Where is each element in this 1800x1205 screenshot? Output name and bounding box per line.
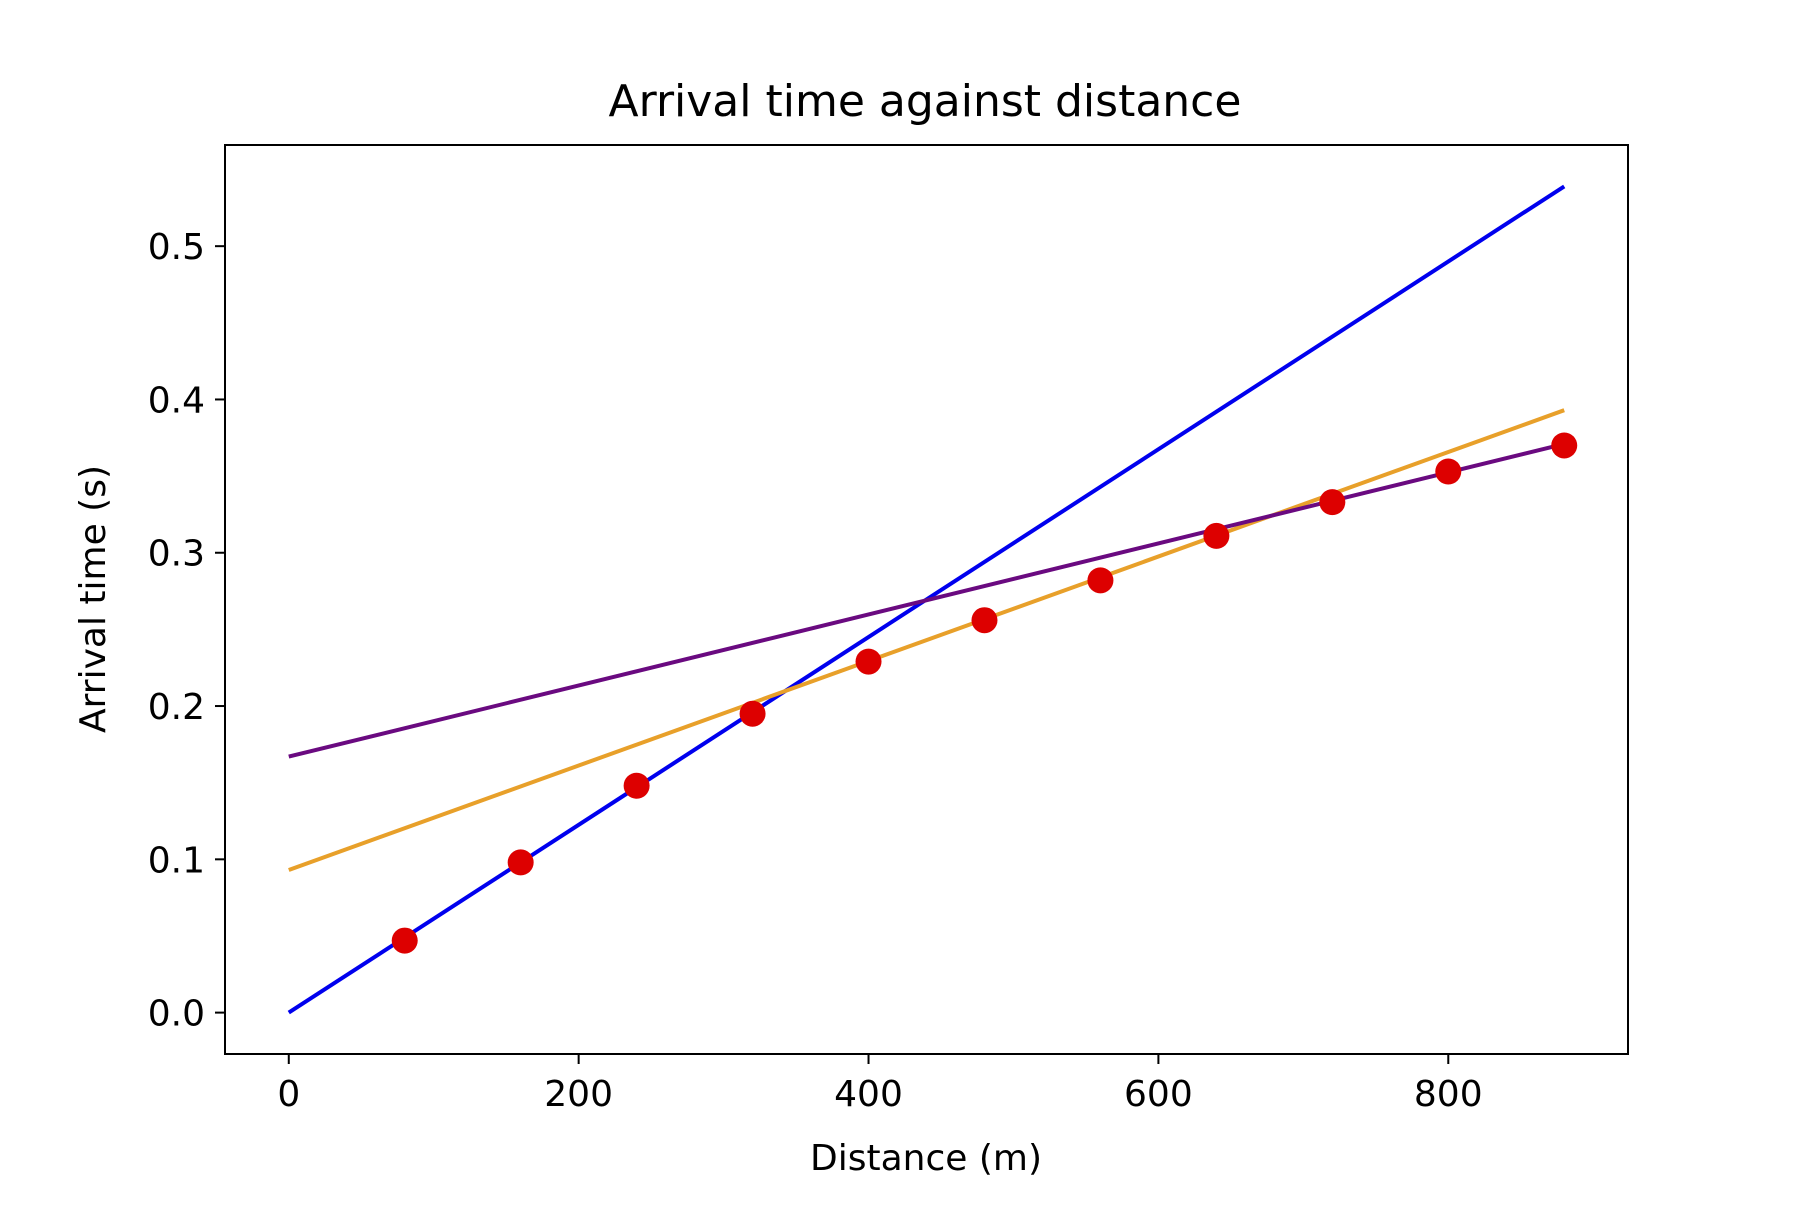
y-tick-label: 0.5 bbox=[148, 227, 205, 268]
x-tick-label: 200 bbox=[544, 1074, 613, 1115]
y-axis-label: Arrival time (s) bbox=[73, 465, 114, 733]
y-tick-label: 0.1 bbox=[148, 840, 205, 881]
data-point bbox=[1087, 567, 1114, 594]
x-tick-label: 600 bbox=[1124, 1074, 1193, 1115]
data-point bbox=[1319, 489, 1346, 516]
data-point bbox=[855, 648, 882, 675]
data-point bbox=[1435, 458, 1462, 485]
y-axis-ticks: 0.0 0.1 0.2 0.3 0.4 0.5 bbox=[148, 227, 225, 1035]
y-tick-label: 0.0 bbox=[148, 994, 205, 1035]
y-tick-label: 0.3 bbox=[148, 534, 205, 575]
x-axis-ticks: 0 200 400 600 800 bbox=[277, 1054, 1483, 1115]
plot-points bbox=[391, 432, 1578, 954]
y-tick-label: 0.2 bbox=[148, 687, 205, 728]
data-point bbox=[391, 927, 418, 954]
data-point bbox=[739, 700, 766, 727]
x-axis-label: Distance (m) bbox=[810, 1138, 1042, 1179]
x-tick-label: 400 bbox=[834, 1074, 903, 1115]
x-tick-label: 800 bbox=[1414, 1074, 1483, 1115]
plot-lines bbox=[287, 184, 1566, 1015]
plot-frame bbox=[224, 144, 1629, 1055]
data-point bbox=[1551, 432, 1578, 459]
data-point bbox=[623, 772, 650, 799]
series-line-3 bbox=[288, 441, 1565, 759]
data-point bbox=[1203, 522, 1230, 549]
data-point bbox=[971, 607, 998, 634]
x-tick-label: 0 bbox=[277, 1074, 300, 1115]
series-line-2 bbox=[288, 408, 1565, 872]
data-point bbox=[507, 849, 534, 876]
y-tick-label: 0.4 bbox=[148, 380, 205, 421]
chart-title: Arrival time against distance bbox=[609, 76, 1242, 127]
